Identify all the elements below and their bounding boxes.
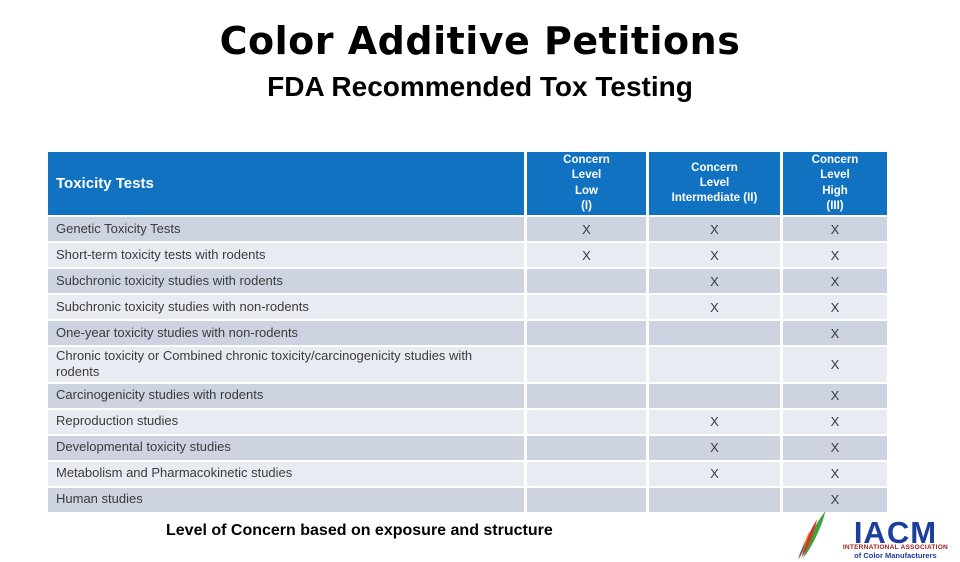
mark-cell-low — [527, 347, 646, 382]
row-label-cell: One-year toxicity studies with non-roden… — [48, 321, 524, 345]
mark-cell-intermediate — [649, 487, 780, 512]
mark-cell-intermediate: X — [649, 409, 780, 434]
row-label-cell: Reproduction studies — [48, 409, 524, 434]
header-concern-intermediate: Concern Level Intermediate (II) — [649, 152, 780, 215]
table-body: Genetic Toxicity Tests X X X Short-term toxi… — [48, 217, 887, 512]
row-label-cell: Subchronic toxicity studies with non-rod… — [48, 295, 524, 319]
mark-cell-low — [527, 487, 646, 512]
row-label-cell: Genetic Toxicity Tests — [48, 217, 524, 241]
mark-cell-high: X — [783, 383, 887, 408]
table-row: Chronic toxicity or Combined chronic tox… — [48, 347, 887, 382]
row-label-cell: Short-term toxicity tests with rodents — [48, 243, 524, 267]
mark-cell-high: X — [783, 409, 887, 434]
iacm-tagline-line2: of Color Manufacturers — [854, 551, 937, 560]
slide-root: Color Additive Petitions FDA Recommended… — [0, 19, 960, 560]
footer-caption: Level of Concern based on exposure and s… — [166, 522, 553, 539]
header-concern-low: Concern Level Low (I) — [527, 152, 646, 215]
mark-cell-intermediate — [649, 383, 780, 408]
mark-cell-low — [527, 383, 646, 408]
mark-cell-intermediate: X — [649, 269, 780, 293]
mark-cell-low — [527, 409, 646, 434]
table-row: Subchronic toxicity studies with rodents… — [48, 269, 887, 293]
row-label-cell: Carcinogenicity studies with rodents — [48, 383, 524, 408]
mark-cell-intermediate: X — [649, 295, 780, 319]
mark-cell-high: X — [783, 321, 887, 345]
tox-testing-table: Toxicity Tests Concern Level Low (I) Con… — [45, 150, 890, 514]
mark-cell-high: X — [783, 295, 887, 319]
mark-cell-intermediate — [649, 321, 780, 345]
row-label-cell: Human studies — [48, 487, 524, 512]
table-row: Short-term toxicity tests with rodents X X… — [48, 243, 887, 267]
row-label-cell: Developmental toxicity studies — [48, 435, 524, 460]
mark-cell-low — [527, 435, 646, 460]
table-row: Genetic Toxicity Tests X X X — [48, 217, 887, 241]
table-row: Reproduction studies X X — [48, 409, 887, 434]
mark-cell-high: X — [783, 435, 887, 460]
table-row: Developmental toxicity studies X X — [48, 435, 887, 460]
mark-cell-intermediate: X — [649, 435, 780, 460]
mark-cell-high: X — [783, 217, 887, 241]
mark-cell-high: X — [783, 269, 887, 293]
table-row: One-year toxicity studies with non-roden… — [48, 321, 887, 345]
iacm-acronym: IACM — [853, 514, 938, 550]
slide-title: Color Additive Petitions — [219, 19, 741, 63]
table-header-row: Toxicity Tests Concern Level Low (I) Con… — [48, 152, 887, 215]
iacm-swoosh-icon — [797, 511, 826, 560]
mark-cell-intermediate: X — [649, 243, 780, 267]
mark-cell-high: X — [783, 461, 887, 486]
slide-subtitle: FDA Recommended Tox Testing — [267, 70, 693, 102]
mark-cell-low — [527, 295, 646, 319]
mark-cell-low: X — [527, 217, 646, 241]
header-toxicity-tests: Toxicity Tests — [48, 152, 524, 215]
mark-cell-intermediate: X — [649, 461, 780, 486]
header-concern-high: Concern Level High (III) — [783, 152, 887, 215]
mark-cell-high: X — [783, 243, 887, 267]
mark-cell-low — [527, 461, 646, 486]
mark-cell-high: X — [783, 347, 887, 382]
mark-cell-low — [527, 321, 646, 345]
iacm-tagline-line1: INTERNATIONAL ASSOCIATION — [842, 544, 948, 551]
row-label-cell: Metabolism and Pharmacokinetic studies — [48, 461, 524, 486]
swoosh-green-blade — [803, 511, 826, 558]
iacm-logo: IACM INTERNATIONAL ASSOCIATION of Color … — [797, 510, 948, 560]
row-label-cell: Subchronic toxicity studies with rodents — [48, 269, 524, 293]
mark-cell-high: X — [783, 487, 887, 512]
table-row: Metabolism and Pharmacokinetic studies X X — [48, 461, 887, 486]
mark-cell-intermediate — [649, 347, 780, 382]
table-row: Human studies X — [48, 487, 887, 512]
table-row: Subchronic toxicity studies with non-rod… — [48, 295, 887, 319]
mark-cell-low — [527, 269, 646, 293]
mark-cell-low: X — [527, 243, 646, 267]
mark-cell-intermediate: X — [649, 217, 780, 241]
table-row: Carcinogenicity studies with rodents X — [48, 383, 887, 408]
row-label-cell: Chronic toxicity or Combined chronic tox… — [48, 347, 524, 382]
